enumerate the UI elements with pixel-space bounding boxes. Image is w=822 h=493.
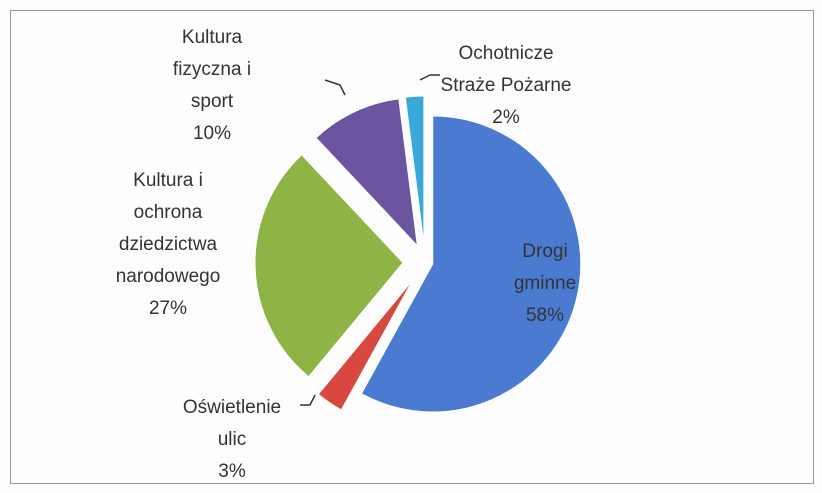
leader-line (324, 79, 346, 96)
slice-label: Ochotnicze Straże Pożarne 2% (431, 38, 581, 134)
value-label: 2% (492, 107, 520, 128)
pie-slice (360, 115, 582, 413)
pie-slice (315, 98, 419, 248)
category-label: Kultura fizyczna i sport (172, 27, 252, 112)
slice-label: Kultura i ochrona dziedzictwa narodowego… (103, 165, 233, 325)
value-label: 58% (525, 305, 565, 326)
pie-slice (404, 95, 425, 245)
slice-label: Oświetlenie ulic 3% (177, 392, 287, 488)
chart-frame (10, 10, 814, 484)
category-label: Ochotnicze Straże Pożarne (440, 43, 572, 96)
value-label: 10% (192, 123, 232, 144)
category-label: Kultura i ochrona dziedzictwa narodowego (115, 170, 221, 287)
slice-label: Drogi gminne 58% (505, 236, 585, 332)
category-label: Drogi gminne (513, 241, 577, 294)
leader-line (419, 74, 440, 81)
category-label: Oświetlenie ulic (182, 397, 282, 450)
leader-line (300, 394, 316, 406)
pie-slice (254, 154, 404, 378)
value-label: 3% (218, 461, 246, 482)
slice-label: Kultura fizyczna i sport 10% (157, 22, 267, 150)
value-label: 27% (148, 298, 188, 319)
pie-slice (317, 279, 414, 411)
